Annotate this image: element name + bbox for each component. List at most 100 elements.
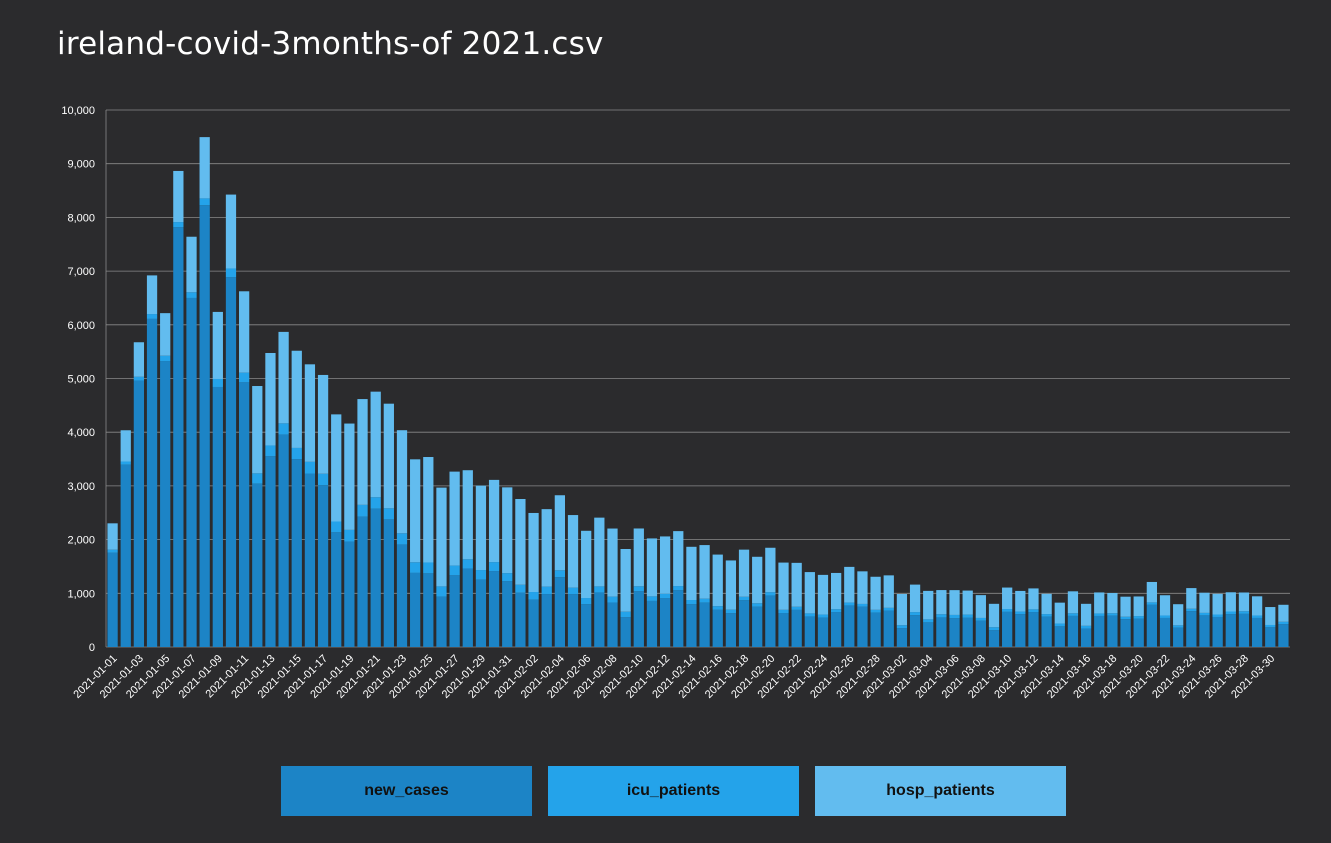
bar-icu-patients bbox=[686, 600, 697, 605]
y-tick-label: 1,000 bbox=[67, 588, 95, 600]
bar-hosp-patients bbox=[949, 590, 960, 615]
bar-new-cases bbox=[1054, 626, 1065, 647]
bar-new-cases bbox=[1146, 604, 1157, 647]
bar-icu-patients bbox=[1041, 614, 1052, 617]
y-tick-label: 3,000 bbox=[67, 481, 95, 493]
bar-hosp-patients bbox=[1120, 596, 1131, 617]
bar-new-cases bbox=[765, 595, 776, 647]
bar-new-cases bbox=[186, 297, 197, 647]
bar-hosp-patients bbox=[541, 509, 552, 587]
bar-hosp-patients bbox=[160, 313, 171, 356]
bar-new-cases bbox=[462, 568, 473, 647]
bar-new-cases bbox=[1199, 615, 1210, 647]
bar-hosp-patients bbox=[1238, 592, 1250, 612]
bar-icu-patients bbox=[988, 627, 1000, 631]
bar-hosp-patients bbox=[567, 515, 579, 588]
bar-icu-patients bbox=[383, 508, 394, 520]
bar-icu-patients bbox=[909, 612, 921, 616]
bar-new-cases bbox=[1238, 613, 1250, 647]
bar-icu-patients bbox=[1146, 602, 1157, 605]
bar-icu-patients bbox=[817, 614, 829, 618]
bar-icu-patients bbox=[896, 625, 908, 629]
bar-new-cases bbox=[410, 572, 421, 647]
bar-hosp-patients bbox=[1251, 596, 1263, 616]
bar-icu-patients bbox=[1067, 613, 1079, 616]
bar-hosp-patients bbox=[909, 584, 921, 613]
bar-hosp-patients bbox=[1199, 592, 1210, 613]
bar-icu-patients bbox=[1186, 608, 1197, 612]
bar-icu-patients bbox=[1002, 609, 1013, 612]
bar-new-cases bbox=[791, 609, 802, 647]
bar-new-cases bbox=[541, 594, 552, 647]
bar-new-cases bbox=[620, 617, 631, 647]
bar-new-cases bbox=[1094, 615, 1105, 647]
bar-hosp-patients bbox=[620, 548, 631, 612]
bar-hosp-patients bbox=[449, 471, 460, 566]
bar-hosp-patients bbox=[1015, 590, 1026, 612]
bar-hosp-patients bbox=[962, 590, 973, 615]
bar-new-cases bbox=[752, 606, 763, 647]
bar-new-cases bbox=[1028, 612, 1039, 647]
bar-hosp-patients bbox=[791, 562, 802, 607]
legend-label-icu-patients: icu_patients bbox=[626, 782, 721, 799]
bar-new-cases bbox=[1107, 615, 1118, 647]
bar-hosp-patients bbox=[423, 457, 434, 563]
bar-new-cases bbox=[239, 382, 250, 647]
bar-hosp-patients bbox=[239, 291, 250, 373]
bar-new-cases bbox=[331, 532, 342, 647]
bar-new-cases bbox=[278, 434, 289, 647]
bar-icu-patients bbox=[870, 609, 881, 613]
bar-hosp-patients bbox=[186, 236, 197, 293]
bar-new-cases bbox=[396, 544, 408, 647]
bar-hosp-patients bbox=[1028, 588, 1039, 610]
bar-new-cases bbox=[1041, 616, 1052, 647]
bar-icu-patients bbox=[252, 473, 263, 484]
bar-new-cases bbox=[317, 485, 329, 647]
bar-new-cases bbox=[659, 598, 671, 647]
bar-icu-patients bbox=[515, 584, 526, 593]
bar-icu-patients bbox=[265, 445, 276, 457]
legend-item-icu-patients[interactable]: icu_patients bbox=[548, 766, 799, 816]
bar-new-cases bbox=[857, 606, 868, 647]
bar-hosp-patients bbox=[225, 194, 237, 269]
bar-hosp-patients bbox=[988, 603, 1000, 628]
bar-new-cases bbox=[1067, 615, 1079, 647]
bar-icu-patients bbox=[107, 549, 118, 553]
bar-new-cases bbox=[133, 380, 145, 647]
bar-icu-patients bbox=[186, 292, 197, 298]
bar-new-cases bbox=[225, 277, 237, 647]
bar-hosp-patients bbox=[1002, 587, 1013, 610]
bar-hosp-patients bbox=[199, 137, 210, 199]
bar-new-cases bbox=[817, 617, 829, 647]
bar-new-cases bbox=[107, 552, 118, 647]
bar-icu-patients bbox=[146, 314, 158, 319]
bar-hosp-patients bbox=[462, 470, 473, 560]
bar-hosp-patients bbox=[594, 517, 605, 587]
bar-hosp-patients bbox=[1133, 596, 1144, 617]
bar-icu-patients bbox=[1094, 613, 1105, 616]
bar-icu-patients bbox=[659, 593, 671, 599]
bar-hosp-patients bbox=[370, 391, 381, 498]
legend-item-hosp-patients[interactable]: hosp_patients bbox=[815, 766, 1066, 816]
bar-new-cases bbox=[594, 592, 605, 647]
bar-icu-patients bbox=[594, 586, 605, 593]
bar-new-cases bbox=[646, 600, 658, 647]
bar-icu-patients bbox=[173, 222, 184, 228]
bar-icu-patients bbox=[567, 587, 579, 595]
bar-hosp-patients bbox=[1278, 604, 1289, 622]
bar-hosp-patients bbox=[817, 574, 829, 615]
bar-hosp-patients bbox=[804, 572, 815, 614]
legend-item-new-cases[interactable]: new_cases bbox=[281, 766, 532, 816]
bar-icu-patients bbox=[1265, 624, 1276, 628]
bar-new-cases bbox=[475, 579, 487, 647]
bar-hosp-patients bbox=[357, 399, 368, 505]
bar-hosp-patients bbox=[173, 170, 184, 223]
bar-new-cases bbox=[1120, 619, 1131, 647]
bar-new-cases bbox=[844, 605, 855, 647]
bar-new-cases bbox=[1212, 616, 1223, 647]
bar-hosp-patients bbox=[686, 546, 697, 601]
bar-new-cases bbox=[804, 616, 815, 647]
bar-hosp-patients bbox=[646, 538, 658, 597]
bar-new-cases bbox=[252, 483, 263, 647]
bar-new-cases bbox=[883, 610, 894, 647]
